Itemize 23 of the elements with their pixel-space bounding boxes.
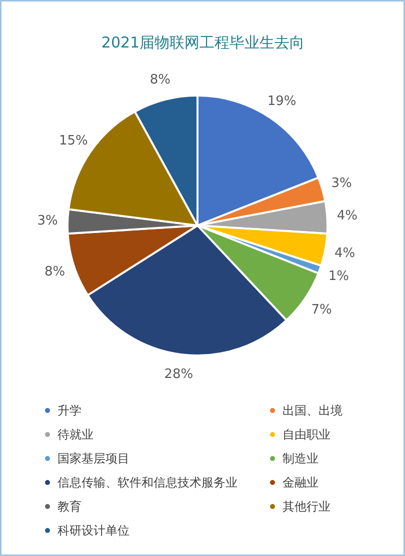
legend-label: 信息传输、软件和信息技术服务业 [58,476,238,490]
data-label: 15% [58,134,88,149]
data-label: 8% [150,72,171,88]
data-label: 4% [334,246,356,262]
chart-title: 2021届物联网工程毕业生去向 [101,34,305,52]
legend-label: 出国、出境 [282,404,342,418]
data-label: 3% [331,176,352,192]
legend-label: 制造业 [282,452,318,466]
data-label: 1% [328,268,349,284]
legend-label: 金融业 [282,476,318,490]
legend-label: 科研设计单位 [58,524,130,538]
data-label: 7% [311,302,332,318]
legend-label: 教育 [58,500,82,514]
legend-label: 升学 [58,404,82,418]
data-label: 8% [44,264,66,280]
data-label: 19% [267,94,296,109]
legend-label: 自由职业 [282,428,330,442]
data-label: 4% [336,208,358,224]
data-label: 28% [164,366,194,382]
legend-label: 待就业 [58,428,94,442]
legend-label: 国家基层项目 [58,452,130,466]
data-label: 3% [37,213,58,228]
legend-label: 其他行业 [282,500,330,514]
